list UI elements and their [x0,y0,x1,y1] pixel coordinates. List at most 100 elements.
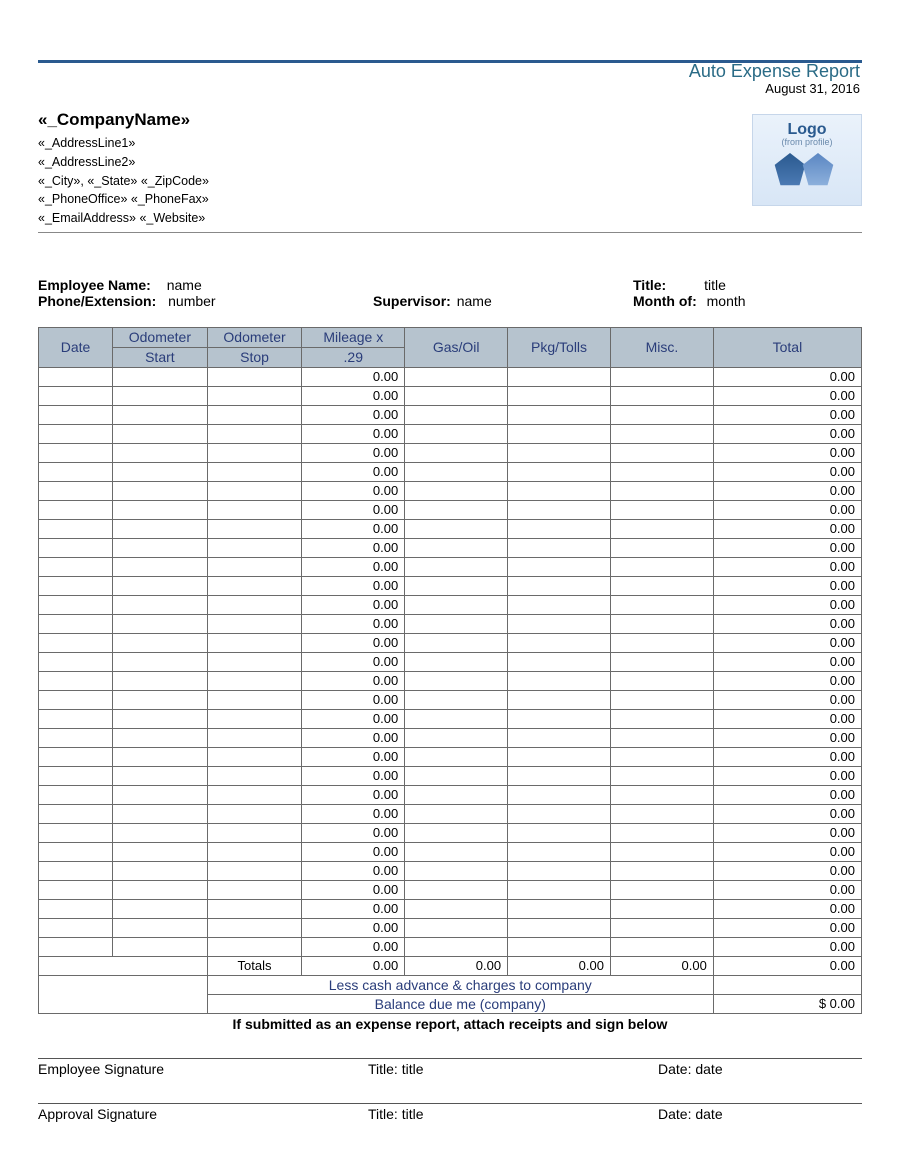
cell-blank [405,595,508,614]
cell-blank [113,424,208,443]
cell-blank [508,424,611,443]
cell-blank [610,576,713,595]
cell-blank [508,785,611,804]
cell-blank [113,462,208,481]
cell-mileage: 0.00 [302,405,405,424]
cell-blank [207,652,302,671]
cell-blank [207,443,302,462]
col-mileage-1: Mileage x [302,327,405,347]
table-row: 0.000.00 [39,500,862,519]
cell-blank [113,842,208,861]
cell-blank [207,500,302,519]
cell-total: 0.00 [713,918,861,937]
cell-blank [207,614,302,633]
cell-blank [113,918,208,937]
cell-mileage: 0.00 [302,424,405,443]
cell-blank [39,709,113,728]
cell-blank [39,899,113,918]
cell-blank [113,405,208,424]
cell-blank [508,747,611,766]
cell-mileage: 0.00 [302,538,405,557]
cell-blank [39,576,113,595]
cell-blank [207,861,302,880]
cell-total: 0.00 [713,785,861,804]
cell-total: 0.00 [713,766,861,785]
balance-value: $ 0.00 [713,994,861,1013]
cell-mileage: 0.00 [302,576,405,595]
cell-blank [508,899,611,918]
cell-blank [113,538,208,557]
cell-blank [113,367,208,386]
col-odo-start-2: Start [113,347,208,367]
cell-blank [39,766,113,785]
phone-ext-value: number [160,293,215,309]
cell-blank [508,861,611,880]
cell-blank [207,367,302,386]
cell-total: 0.00 [713,614,861,633]
cell-blank [405,842,508,861]
cell-blank [610,842,713,861]
employee-sig-title: Title: title [368,1061,658,1077]
signature-block: Employee Signature Title: title Date: da… [38,1058,862,1144]
cell-blank [610,861,713,880]
cell-blank [508,519,611,538]
col-odo-start-1: Odometer [113,327,208,347]
cell-blank [405,500,508,519]
col-odo-stop-1: Odometer [207,327,302,347]
cell-blank [207,899,302,918]
cell-blank [405,519,508,538]
cell-blank [207,595,302,614]
cell-blank [113,785,208,804]
cell-blank [39,861,113,880]
cell-blank [610,519,713,538]
phone-ext-label: Phone/Extension: [38,293,156,309]
cell-blank [39,652,113,671]
cell-mileage: 0.00 [302,462,405,481]
totals-label: Totals [207,956,302,975]
cell-blank [508,804,611,823]
cell-blank [113,576,208,595]
cell-blank [39,367,113,386]
cell-blank [508,538,611,557]
cell-total: 0.00 [713,747,861,766]
employee-name-value: name [155,277,202,293]
totals-mileage: 0.00 [302,956,405,975]
cell-blank [405,557,508,576]
cell-blank [39,595,113,614]
cell-mileage: 0.00 [302,500,405,519]
table-row: 0.000.00 [39,747,862,766]
table-row: 0.000.00 [39,937,862,956]
cell-blank [405,405,508,424]
cell-mileage: 0.00 [302,443,405,462]
cell-total: 0.00 [713,823,861,842]
cell-total: 0.00 [713,386,861,405]
cell-blank [508,443,611,462]
cell-mileage: 0.00 [302,728,405,747]
info-block: Employee Name: name Title: title Phone/E… [38,277,862,309]
cell-mileage: 0.00 [302,595,405,614]
table-row: 0.000.00 [39,633,862,652]
cell-blank [405,937,508,956]
totals-total: 0.00 [713,956,861,975]
cell-blank [207,481,302,500]
cell-blank [39,690,113,709]
cell-blank [207,747,302,766]
table-row: 0.000.00 [39,671,862,690]
cell-total: 0.00 [713,880,861,899]
approval-sig-title: Title: title [368,1106,658,1122]
table-row: 0.000.00 [39,462,862,481]
cell-blank [405,785,508,804]
cell-mileage: 0.00 [302,367,405,386]
table-footer: Totals 0.00 0.00 0.00 0.00 0.00 Less cas… [39,956,862,1013]
cell-total: 0.00 [713,899,861,918]
report-date: August 31, 2016 [38,81,862,96]
cell-blank [39,462,113,481]
cell-blank [39,937,113,956]
cell-blank [508,500,611,519]
sig-line-1 [38,1058,862,1059]
cell-total: 0.00 [713,709,861,728]
table-header: Date Odometer Odometer Mileage x Gas/Oil… [39,327,862,367]
table-row: 0.000.00 [39,842,862,861]
cell-total: 0.00 [713,633,861,652]
table-body: 0.000.000.000.000.000.000.000.000.000.00… [39,367,862,956]
